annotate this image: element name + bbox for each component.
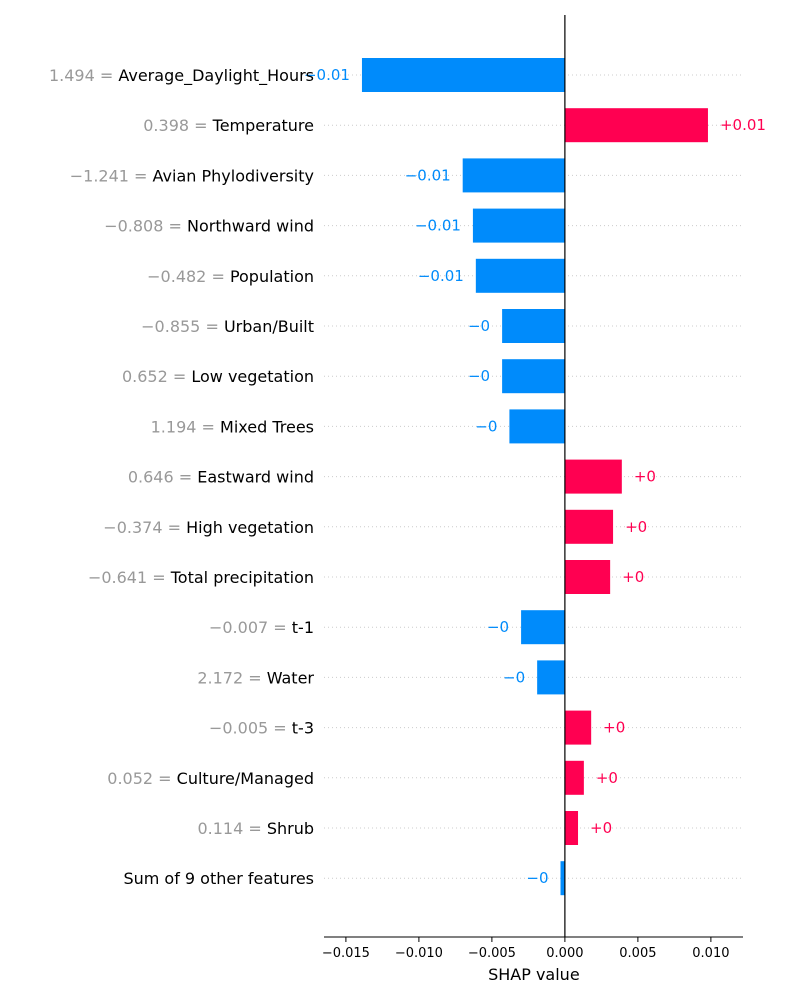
feature-name: Northward wind — [187, 217, 314, 236]
bar-value-label: −0 — [468, 367, 490, 385]
bar-value-label: −0 — [503, 668, 525, 686]
feature-value: −1.241 = — [70, 166, 153, 185]
bar-temperature — [564, 108, 708, 143]
bar-value-label: +0 — [622, 568, 644, 586]
feature-name: Total precipitation — [170, 568, 314, 587]
bar-value-label: −0.01 — [405, 166, 451, 184]
bar-urban-built — [502, 309, 565, 343]
feature-label: −0.482 = Population — [147, 267, 314, 286]
bars — [361, 58, 708, 896]
bar-water — [537, 660, 565, 695]
bar-value-label: +0 — [596, 769, 618, 787]
gridlines — [324, 74, 743, 879]
feature-name: Population — [230, 267, 314, 286]
feature-label: −0.808 = Northward wind — [104, 217, 314, 236]
bar-high-vegetation — [564, 509, 614, 544]
feature-value: 0.646 = — [128, 468, 197, 487]
bar-value-label: +0 — [634, 468, 656, 486]
bar-value-label: −0.01 — [415, 217, 461, 235]
feature-value: −0.007 = — [209, 618, 292, 637]
bar-eastward-wind — [564, 459, 622, 494]
x-tick-label: −0.005 — [468, 946, 516, 961]
feature-value: 2.172 = — [197, 668, 266, 687]
feature-label: −0.374 = High vegetation — [103, 518, 314, 537]
feature-label: 0.052 = Culture/Managed — [107, 769, 314, 788]
bar-t-1 — [521, 610, 565, 645]
bar-mixed-trees — [509, 409, 565, 444]
bar-value-label: −0 — [487, 618, 509, 636]
feature-value: 0.114 = — [197, 819, 266, 838]
bar-value-label: −0 — [468, 317, 490, 335]
feature-value: 0.052 = — [107, 769, 176, 788]
feature-label: Sum of 9 other features — [123, 869, 314, 888]
x-tick-label: 0.010 — [692, 946, 729, 961]
feature-value: 1.494 = — [49, 66, 118, 85]
bar-value-label: −0.01 — [418, 267, 464, 285]
bar-value-label: +0.01 — [720, 116, 766, 134]
bar-value-label: −0 — [475, 417, 497, 435]
bar-shrub — [564, 811, 579, 845]
feature-name: Mixed Trees — [220, 417, 314, 436]
feature-label: −1.241 = Avian Phylodiversity — [70, 166, 314, 185]
feature-labels: 1.494 = Average_Daylight_Hours 0.398 = Te… — [49, 66, 314, 888]
feature-label: 0.114 = Shrub — [197, 819, 314, 838]
x-tick-label: −0.015 — [322, 946, 370, 961]
x-tick-label: 0.000 — [546, 946, 583, 961]
feature-value: 0.652 = — [122, 367, 191, 386]
feature-value: −0.855 = — [141, 317, 224, 336]
bar-sum-of-9-other-features — [560, 861, 565, 896]
x-tick-label: 0.005 — [619, 946, 656, 961]
feature-name: Shrub — [267, 819, 314, 838]
feature-name: High vegetation — [186, 518, 314, 537]
feature-label: −0.007 = t-1 — [209, 618, 314, 637]
bar-population — [475, 258, 565, 293]
feature-name: t-3 — [292, 719, 314, 738]
feature-value: −0.641 = — [88, 568, 171, 587]
bar-avian-phylodiversity — [462, 158, 565, 193]
feature-value: −0.374 = — [103, 518, 186, 537]
feature-label: 2.172 = Water — [197, 668, 314, 687]
x-axis: −0.015 −0.010 −0.005 0.000 0.005 0.010 — [322, 936, 743, 961]
feature-value: −0.005 = — [209, 719, 292, 738]
feature-label: 0.398 = Temperature — [143, 116, 314, 135]
feature-value: −0.482 = — [147, 267, 230, 286]
feature-name: Low vegetation — [191, 367, 314, 386]
bar-northward-wind — [472, 208, 565, 243]
feature-name: t-1 — [292, 618, 314, 637]
x-tick-label: −0.010 — [395, 946, 443, 961]
feature-name: Avian Phylodiversity — [153, 166, 314, 185]
bar-average-daylight-hours — [361, 58, 565, 92]
bar-low-vegetation — [502, 359, 565, 394]
feature-label: −0.855 = Urban/Built — [141, 317, 314, 336]
feature-name: Sum of 9 other features — [123, 869, 314, 888]
bar-value-label: +0 — [625, 518, 647, 536]
bar-t-3 — [564, 710, 592, 745]
feature-label: 1.194 = Mixed Trees — [151, 417, 314, 436]
bar-value-label: +0 — [603, 719, 625, 737]
bar-value-label: −0 — [526, 869, 548, 887]
bar-value-labels: −0.01 +0.01 −0.01 −0.01 −0.01 −0 −0 −0 +0 +0 +0 −0 −… — [304, 66, 766, 887]
feature-name: Urban/Built — [224, 317, 314, 336]
feature-label: −0.005 = t-3 — [209, 719, 314, 738]
feature-label: −0.641 = Total precipitation — [88, 568, 314, 587]
feature-label: 0.646 = Eastward wind — [128, 468, 314, 487]
bar-value-label: −0.01 — [304, 66, 350, 84]
feature-label: 1.494 = Average_Daylight_Hours — [49, 66, 314, 86]
x-axis-title: SHAP value — [488, 965, 580, 984]
bar-value-label: +0 — [590, 819, 612, 837]
feature-value: 1.194 = — [151, 417, 220, 436]
feature-value: 0.398 = — [143, 116, 212, 135]
feature-name: Eastward wind — [197, 468, 314, 487]
feature-value: −0.808 = — [104, 217, 187, 236]
feature-label: 0.652 = Low vegetation — [122, 367, 314, 386]
feature-name: Culture/Managed — [177, 769, 314, 788]
feature-name: Temperature — [212, 116, 314, 135]
bar-total-precipitation — [564, 560, 611, 594]
feature-name: Water — [267, 668, 315, 687]
bar-culture-managed — [564, 760, 584, 795]
feature-name: Average_Daylight_Hours — [118, 66, 314, 86]
